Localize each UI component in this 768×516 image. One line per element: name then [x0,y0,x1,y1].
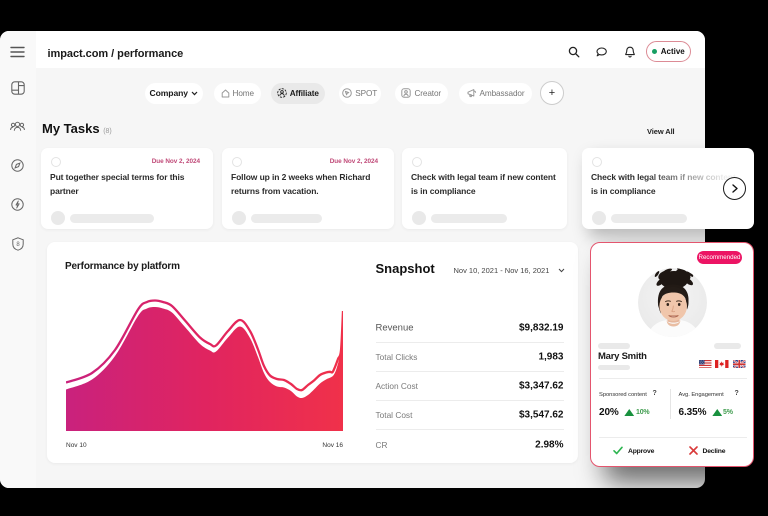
svg-text:8: 8 [16,242,20,248]
